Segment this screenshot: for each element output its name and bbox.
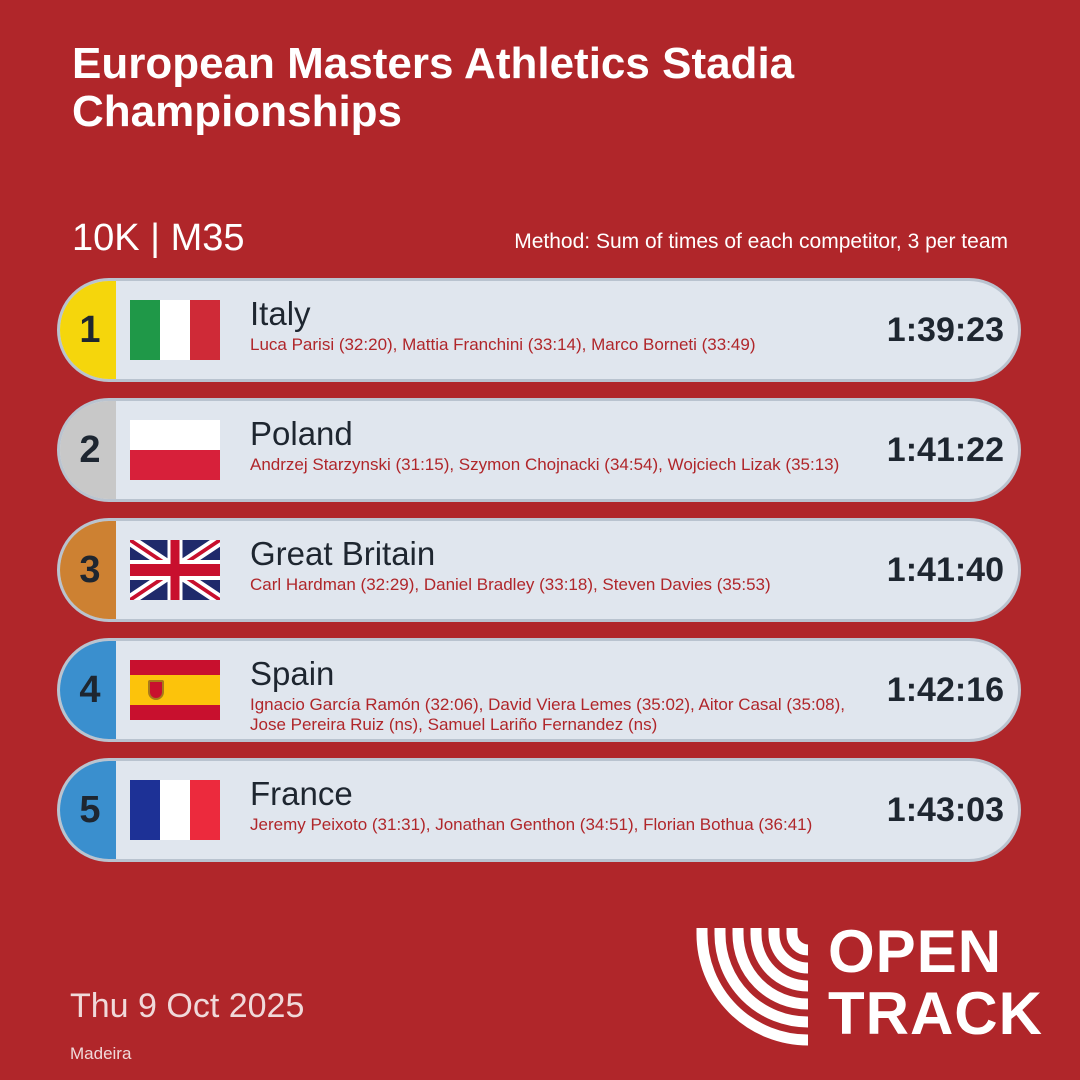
event-location: Madeira: [70, 1044, 132, 1063]
page-title: European Masters Athletics Stadia Champi…: [72, 39, 795, 136]
athlete-list: Luca Parisi (32:20), Mattia Franchini (3…: [250, 335, 756, 354]
athlete-list: Jeremy Peixoto (31:31), Jonathan Genthon…: [250, 815, 813, 834]
france-flag-icon: [130, 780, 220, 840]
rank-badge: 1: [60, 281, 116, 379]
rank-badge: 5: [60, 761, 116, 859]
result-row[interactable]: 4 Spain Ignacio García Ramón (32:06), Da…: [57, 638, 1021, 742]
team-name: Great Britain: [250, 535, 436, 572]
result-row[interactable]: 5 France Jeremy Peixoto (31:31), Jonatha…: [57, 758, 1021, 862]
team-name: Spain: [250, 655, 335, 692]
logo-wordmark: OPEN TRACK: [828, 922, 1043, 1046]
rank-badge: 4: [60, 641, 116, 739]
opentrack-logo: OPEN TRACK: [690, 922, 1050, 1046]
scoring-method: Method: Sum of times of each competitor,…: [514, 230, 1008, 253]
results-list: 1 Italy Luca Parisi (32:20), Mattia Fran…: [57, 278, 1021, 878]
result-row[interactable]: 1 Italy Luca Parisi (32:20), Mattia Fran…: [57, 278, 1021, 382]
event-category: 10K | M35: [72, 217, 245, 259]
team-name: Poland: [250, 415, 353, 452]
team-time: 1:39:23: [886, 310, 1004, 349]
spain-flag-icon: [130, 660, 220, 720]
team-name: France: [250, 775, 353, 812]
team-time: 1:43:03: [886, 790, 1004, 829]
result-row[interactable]: 3 Great Britain Carl Hardman (32:29), Da…: [57, 518, 1021, 622]
uk-flag-icon: [130, 540, 220, 600]
logo-line-2: TRACK: [828, 980, 1043, 1047]
event-date: Thu 9 Oct 2025: [70, 987, 305, 1025]
athlete-list: Andrzej Starzynski (31:15), Szymon Chojn…: [250, 455, 840, 474]
athlete-list: Ignacio García Ramón (32:06), David Vier…: [250, 695, 845, 734]
poland-flag-icon: [130, 420, 220, 480]
team-time: 1:42:16: [886, 670, 1004, 709]
italy-flag-icon: [130, 300, 220, 360]
opentrack-lanes-icon: [696, 928, 809, 1046]
rank-badge: 3: [60, 521, 116, 619]
logo-line-1: OPEN: [828, 918, 1003, 985]
athlete-list: Carl Hardman (32:29), Daniel Bradley (33…: [250, 575, 771, 594]
rank-badge: 2: [60, 401, 116, 499]
team-time: 1:41:40: [886, 550, 1004, 589]
team-name: Italy: [250, 295, 311, 332]
team-time: 1:41:22: [886, 430, 1004, 469]
result-row[interactable]: 2 Poland Andrzej Starzynski (31:15), Szy…: [57, 398, 1021, 502]
